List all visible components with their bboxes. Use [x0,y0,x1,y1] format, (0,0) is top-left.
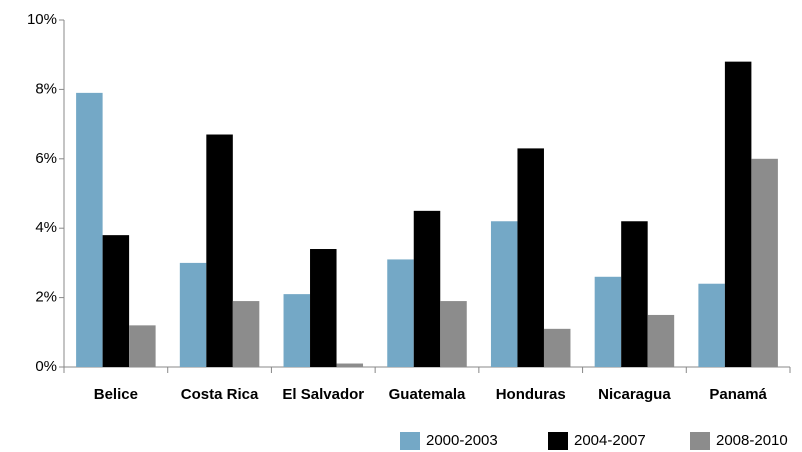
y-tick-label: 10% [27,11,57,28]
bar [206,134,233,367]
legend-label: 2008-2010 [716,432,788,449]
legend-swatch [548,432,568,450]
legend-label: 2000-2003 [426,432,498,449]
x-tick-label: Guatemala [389,386,466,403]
bar [543,328,571,367]
bar [387,259,414,367]
bar [724,61,752,367]
bar [751,158,778,367]
bar [490,221,518,367]
x-tick-label: Belice [94,386,138,403]
x-tick-label: El Salvador [282,386,364,403]
x-tick-label: Costa Rica [181,386,259,403]
x-tick-label: Panamá [709,386,767,403]
bar [310,249,337,367]
x-tick-label: Honduras [496,386,566,403]
y-tick-label: 6% [35,150,57,167]
bar [621,221,648,367]
bar [102,235,130,367]
bar [698,283,725,367]
y-tick-label: 0% [35,358,57,375]
bar [336,363,364,367]
bar [647,314,675,367]
bar [517,148,544,367]
y-tick-label: 8% [35,80,57,97]
bar [594,276,622,367]
bar [129,325,156,367]
bar [413,210,441,367]
legend-label: 2004-2007 [574,432,646,449]
y-tick-label: 2% [35,289,57,306]
bar [179,262,207,367]
bar [440,301,467,367]
legend-swatch [400,432,420,450]
x-tick-label: Nicaragua [598,386,671,403]
bar [283,294,311,367]
legend-swatch [690,432,710,450]
y-tick-label: 4% [35,219,57,236]
bar [232,301,260,367]
bar [76,92,103,368]
